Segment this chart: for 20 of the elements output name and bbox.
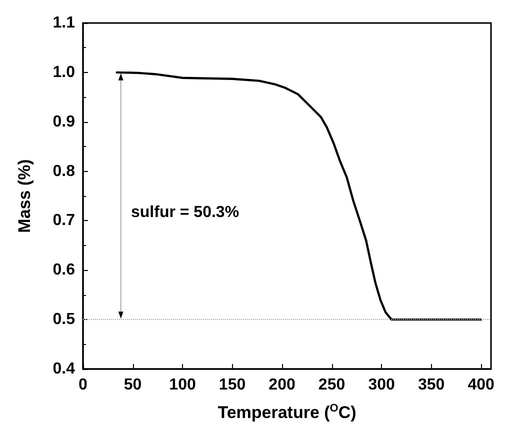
x-tick-label: 250 (318, 376, 346, 394)
x-tick-label: 400 (468, 376, 494, 394)
y-tick-label: 0.9 (52, 113, 76, 130)
y-tick-label: 0.7 (52, 212, 76, 230)
y-tick-label: 0.4 (52, 360, 76, 378)
x-tick-label: 350 (418, 376, 445, 394)
x-tick-label: 50 (124, 376, 142, 394)
x-tick-label: 200 (268, 376, 296, 394)
y-tick-label: 0.5 (52, 311, 76, 328)
x-tick-label: 150 (218, 376, 246, 394)
y-tick-label: 1.0 (52, 64, 76, 81)
y-axis-title: Mass (%) (15, 159, 34, 233)
y-tick-label: 0.6 (52, 262, 76, 279)
y-tick-label: 0.8 (52, 162, 76, 180)
x-tick-label: 300 (368, 376, 395, 394)
y-tick-label: 1.1 (52, 14, 76, 32)
line-series (116, 71, 482, 321)
x-tick-label: 0 (78, 376, 88, 394)
x-tick-label: 100 (169, 376, 196, 394)
annotation: sulfur = 50.3% (131, 204, 240, 221)
